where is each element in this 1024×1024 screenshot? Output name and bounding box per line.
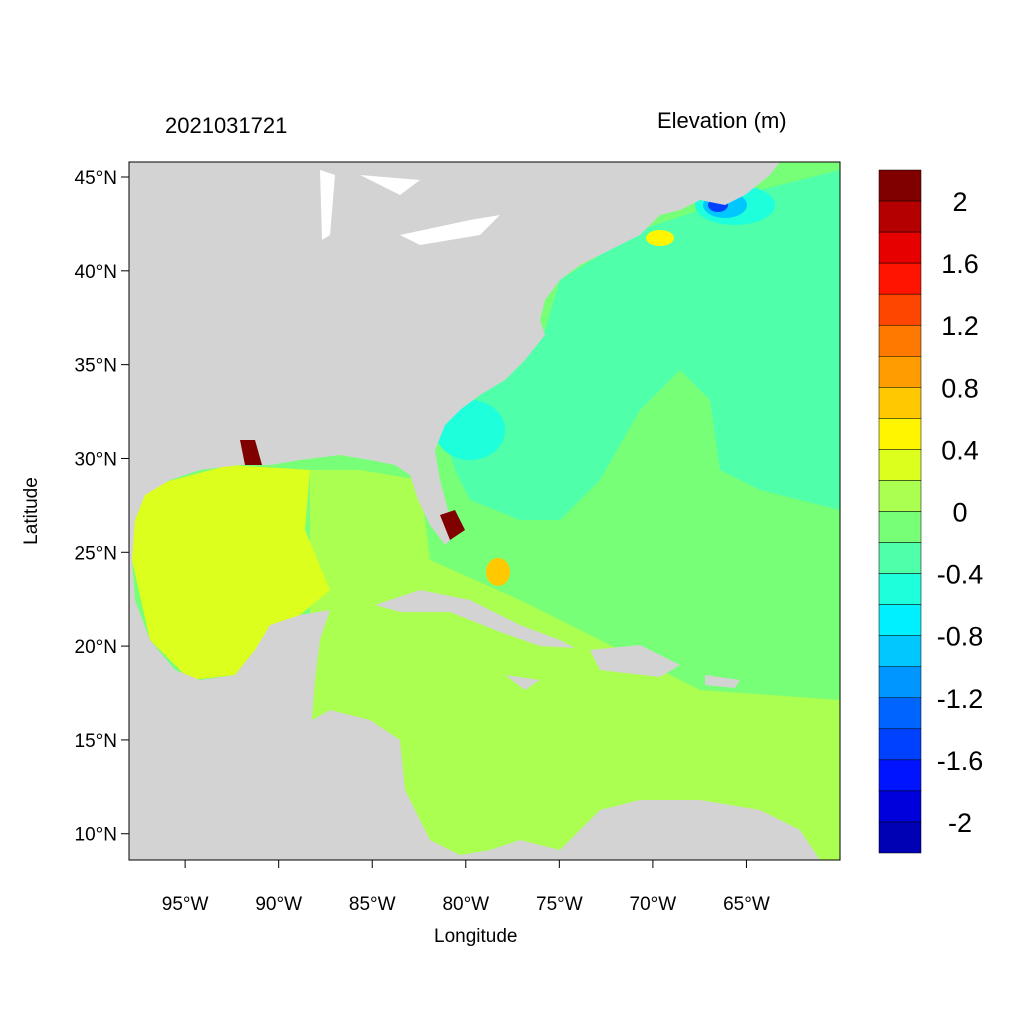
colorbar-swatch	[878, 759, 922, 792]
great-lakes	[320, 170, 500, 245]
caribbean-field	[310, 470, 840, 860]
colorbar-swatch	[878, 573, 922, 605]
colorbar: 2 1.6 1.2 0.8 0.4 0 -0.4 -0.8 -1.2 -1.6 -2	[878, 169, 984, 854]
colorbar-swatch	[878, 511, 922, 543]
plot-frame	[128, 161, 841, 861]
lat-ticks: 45°N 40°N 35°N 30°N 25°N 20°N 15°N 10°N	[75, 168, 129, 846]
colorbar-label: -1.6	[937, 746, 984, 776]
colorbar-swatch	[878, 293, 922, 326]
colorbar-swatch	[878, 821, 922, 854]
map-field	[129, 162, 840, 860]
colorbar-swatch	[878, 790, 922, 823]
colorbar-swatch	[878, 200, 922, 233]
lat-tick-label: 35°N	[75, 356, 117, 377]
lat-tick-label: 30°N	[75, 449, 117, 470]
colorbar-label: 1.2	[941, 311, 979, 341]
colorbar-swatch	[878, 324, 922, 357]
y-axis-label: Latitude	[21, 477, 42, 545]
land	[129, 162, 820, 860]
puerto-rico	[705, 675, 740, 688]
lon-tick-label: 75°W	[536, 894, 583, 915]
colorbar-swatch	[878, 728, 922, 761]
lon-tick-label: 95°W	[162, 894, 209, 915]
colorbar-label: 0.8	[941, 373, 979, 403]
colorbar-label: -2	[948, 808, 972, 838]
colorbar-label: -0.4	[937, 560, 984, 590]
colorbar-swatch	[878, 169, 922, 202]
colorbar-label: 0	[952, 498, 967, 528]
colorbar-swatch	[878, 480, 922, 512]
hispaniola	[590, 645, 680, 677]
lon-tick-label: 70°W	[630, 894, 677, 915]
louisiana-surge	[240, 440, 262, 465]
colorbar-swatch	[878, 418, 922, 450]
colorbar-label: -1.2	[937, 684, 984, 714]
lat-tick-label: 40°N	[75, 262, 117, 283]
colorbar-label: 1.6	[941, 249, 979, 279]
timestamp-title: 2021031721	[165, 113, 288, 138]
colorbar-swatch	[878, 635, 922, 667]
lon-ticks: 95°W 90°W 85°W 80°W 75°W 70°W 65°W	[162, 860, 770, 915]
colorbar-swatch	[878, 449, 922, 481]
colorbar-swatch	[878, 604, 922, 636]
cuba	[375, 590, 575, 648]
lon-tick-label: 80°W	[442, 894, 489, 915]
variable-title: Elevation (m)	[657, 108, 787, 133]
lon-tick-label: 65°W	[723, 894, 770, 915]
colorbar-swatch	[878, 697, 922, 730]
colorbar-label: 0.4	[941, 435, 979, 465]
colorbar-swatch	[878, 666, 922, 699]
colorbar-label: 2	[952, 187, 967, 217]
x-axis-label: Longitude	[434, 926, 518, 947]
bahamas-high	[486, 558, 510, 586]
lat-tick-label: 25°N	[75, 543, 117, 564]
lat-tick-label: 45°N	[75, 168, 117, 189]
atlantic-negative-field	[440, 170, 840, 520]
colorbar-swatch	[878, 387, 922, 419]
lon-tick-label: 85°W	[349, 894, 396, 915]
colorbar-swatch	[878, 356, 922, 388]
colorbar-swatch	[878, 231, 922, 264]
lat-tick-label: 15°N	[75, 731, 117, 752]
lon-tick-label: 90°W	[255, 894, 302, 915]
south-florida-surge	[440, 510, 465, 540]
lat-tick-label: 10°N	[75, 825, 117, 846]
colorbar-label: -0.8	[937, 622, 984, 652]
colorbar-swatch	[878, 542, 922, 574]
jamaica	[505, 675, 540, 690]
cape-cod-high	[646, 230, 674, 246]
lat-tick-label: 20°N	[75, 637, 117, 658]
colorbar-swatch	[878, 262, 922, 295]
